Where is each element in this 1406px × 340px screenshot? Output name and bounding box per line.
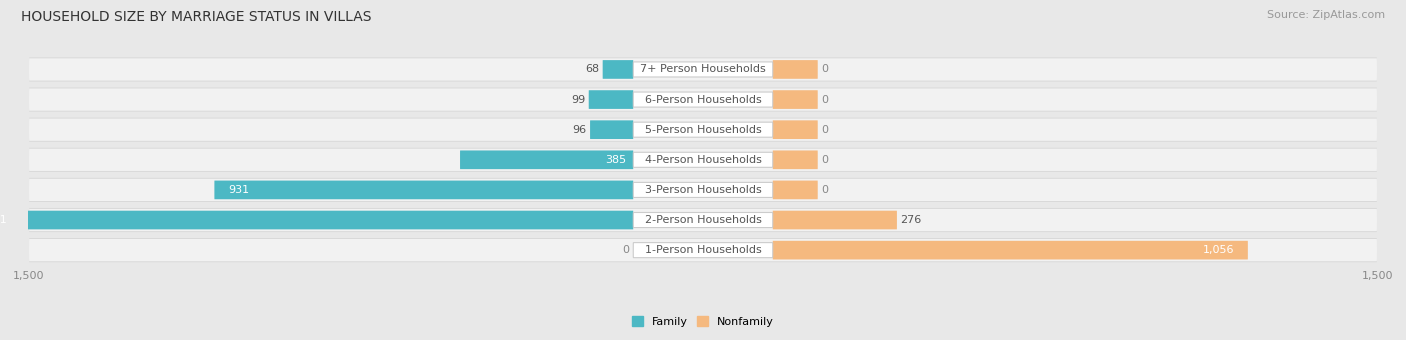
Text: 385: 385 xyxy=(606,155,627,165)
Text: Source: ZipAtlas.com: Source: ZipAtlas.com xyxy=(1267,10,1385,20)
FancyBboxPatch shape xyxy=(30,239,1376,261)
Text: 99: 99 xyxy=(571,95,585,105)
Text: 0: 0 xyxy=(821,65,828,74)
Text: 1,491: 1,491 xyxy=(0,215,7,225)
FancyBboxPatch shape xyxy=(30,58,1376,81)
Text: 96: 96 xyxy=(572,125,586,135)
FancyBboxPatch shape xyxy=(773,211,897,230)
Text: 68: 68 xyxy=(585,65,599,74)
FancyBboxPatch shape xyxy=(30,87,1376,112)
FancyBboxPatch shape xyxy=(214,181,633,199)
FancyBboxPatch shape xyxy=(633,122,773,137)
FancyBboxPatch shape xyxy=(30,119,1376,141)
Text: 0: 0 xyxy=(821,155,828,165)
Text: 4-Person Households: 4-Person Households xyxy=(644,155,762,165)
FancyBboxPatch shape xyxy=(30,149,1376,171)
Text: 0: 0 xyxy=(821,125,828,135)
Text: 5-Person Households: 5-Person Households xyxy=(644,125,762,135)
Text: 3-Person Households: 3-Person Households xyxy=(644,185,762,195)
FancyBboxPatch shape xyxy=(773,151,818,169)
FancyBboxPatch shape xyxy=(773,60,818,79)
FancyBboxPatch shape xyxy=(0,211,633,230)
FancyBboxPatch shape xyxy=(773,90,818,109)
FancyBboxPatch shape xyxy=(591,120,633,139)
Text: 931: 931 xyxy=(228,185,249,195)
Text: 6-Person Households: 6-Person Households xyxy=(644,95,762,105)
FancyBboxPatch shape xyxy=(603,60,633,79)
Text: 1-Person Households: 1-Person Households xyxy=(644,245,762,255)
FancyBboxPatch shape xyxy=(633,212,773,227)
FancyBboxPatch shape xyxy=(633,92,773,107)
FancyBboxPatch shape xyxy=(633,62,773,77)
FancyBboxPatch shape xyxy=(30,118,1376,142)
Text: HOUSEHOLD SIZE BY MARRIAGE STATUS IN VILLAS: HOUSEHOLD SIZE BY MARRIAGE STATUS IN VIL… xyxy=(21,10,371,24)
FancyBboxPatch shape xyxy=(633,152,773,167)
FancyBboxPatch shape xyxy=(633,243,773,258)
Text: 0: 0 xyxy=(821,185,828,195)
FancyBboxPatch shape xyxy=(30,148,1376,172)
Text: 1,056: 1,056 xyxy=(1204,245,1234,255)
FancyBboxPatch shape xyxy=(30,57,1376,82)
Text: 2-Person Households: 2-Person Households xyxy=(644,215,762,225)
Text: 7+ Person Households: 7+ Person Households xyxy=(640,65,766,74)
Text: 0: 0 xyxy=(821,95,828,105)
FancyBboxPatch shape xyxy=(30,179,1376,201)
Legend: Family, Nonfamily: Family, Nonfamily xyxy=(633,316,773,327)
Text: 0: 0 xyxy=(623,245,630,255)
FancyBboxPatch shape xyxy=(633,182,773,198)
FancyBboxPatch shape xyxy=(30,208,1376,232)
FancyBboxPatch shape xyxy=(773,241,1249,259)
FancyBboxPatch shape xyxy=(30,238,1376,262)
FancyBboxPatch shape xyxy=(773,181,818,199)
FancyBboxPatch shape xyxy=(460,151,633,169)
FancyBboxPatch shape xyxy=(30,209,1376,231)
FancyBboxPatch shape xyxy=(30,178,1376,202)
FancyBboxPatch shape xyxy=(773,120,818,139)
Text: 276: 276 xyxy=(900,215,922,225)
FancyBboxPatch shape xyxy=(589,90,633,109)
FancyBboxPatch shape xyxy=(30,88,1376,111)
